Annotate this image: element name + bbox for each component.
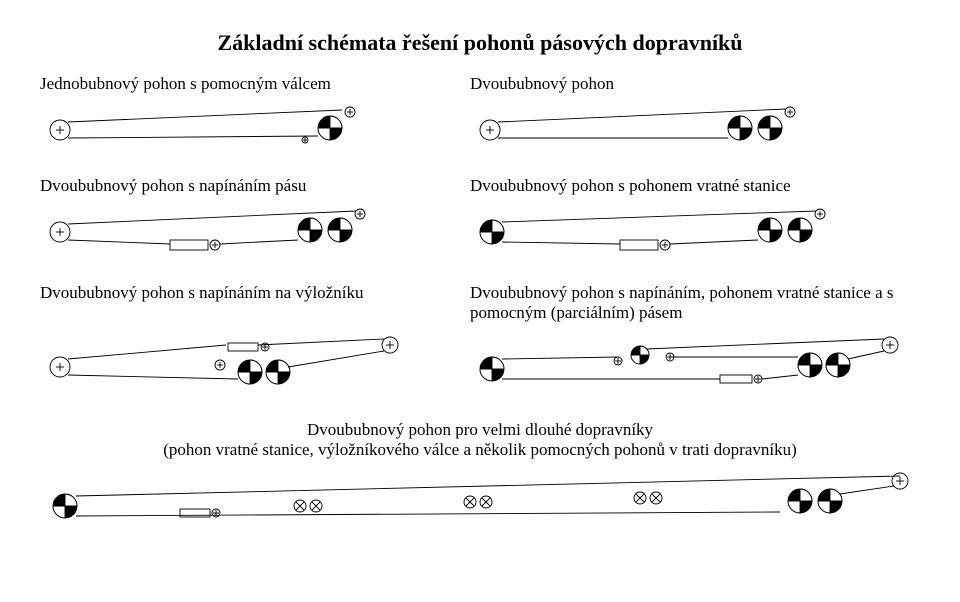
- row2-right-label: Dvoububnový pohon s pohonem vratné stani…: [460, 176, 930, 196]
- row2-labels: Dvoububnový pohon s napínáním pásu Dvoub…: [40, 176, 920, 196]
- row3-right-b: a s: [875, 283, 893, 302]
- row4-labels: Dvoububnový pohon pro velmi dlouhé dopra…: [40, 420, 920, 460]
- diagram-3-left: [40, 327, 460, 402]
- diagram-1-left: [40, 98, 460, 158]
- row3-diagrams: [40, 327, 920, 402]
- diagram-4: [40, 466, 920, 536]
- row4-line2: (pohon vratné stanice, výložníkového vál…: [40, 440, 920, 460]
- row2-diagrams: [40, 200, 920, 265]
- row3-right-c: pomocným (parciálním) pásem: [470, 303, 682, 322]
- row4-line1: Dvoububnový pohon pro velmi dlouhé dopra…: [40, 420, 920, 440]
- page-title: Základní schémata řešení pohonů pásových…: [40, 30, 920, 56]
- diagram-2-left: [40, 200, 460, 265]
- row2-left-label: Dvoububnový pohon s napínáním pásu: [40, 176, 460, 196]
- row3-right-label: Dvoububnový pohon s napínáním, pohonem v…: [460, 283, 930, 323]
- diagram-3-right: [460, 327, 930, 402]
- row1-diagrams: [40, 98, 920, 158]
- row4-diagram: [40, 466, 920, 536]
- row1-left-label: Jednobubnový pohon s pomocným válcem: [40, 74, 460, 94]
- diagram-1-right: [460, 98, 930, 158]
- diagram-2-right: [460, 200, 930, 265]
- row1-right-label: Dvoububnový pohon: [460, 74, 930, 94]
- row3-left-label: Dvoububnový pohon s napínáním na výložní…: [40, 283, 460, 323]
- row1-labels: Jednobubnový pohon s pomocným válcem Dvo…: [40, 74, 920, 94]
- row3-labels: Dvoububnový pohon s napínáním na výložní…: [40, 283, 920, 323]
- row3-right-a: Dvoububnový pohon s napínáním, pohonem v…: [470, 283, 875, 302]
